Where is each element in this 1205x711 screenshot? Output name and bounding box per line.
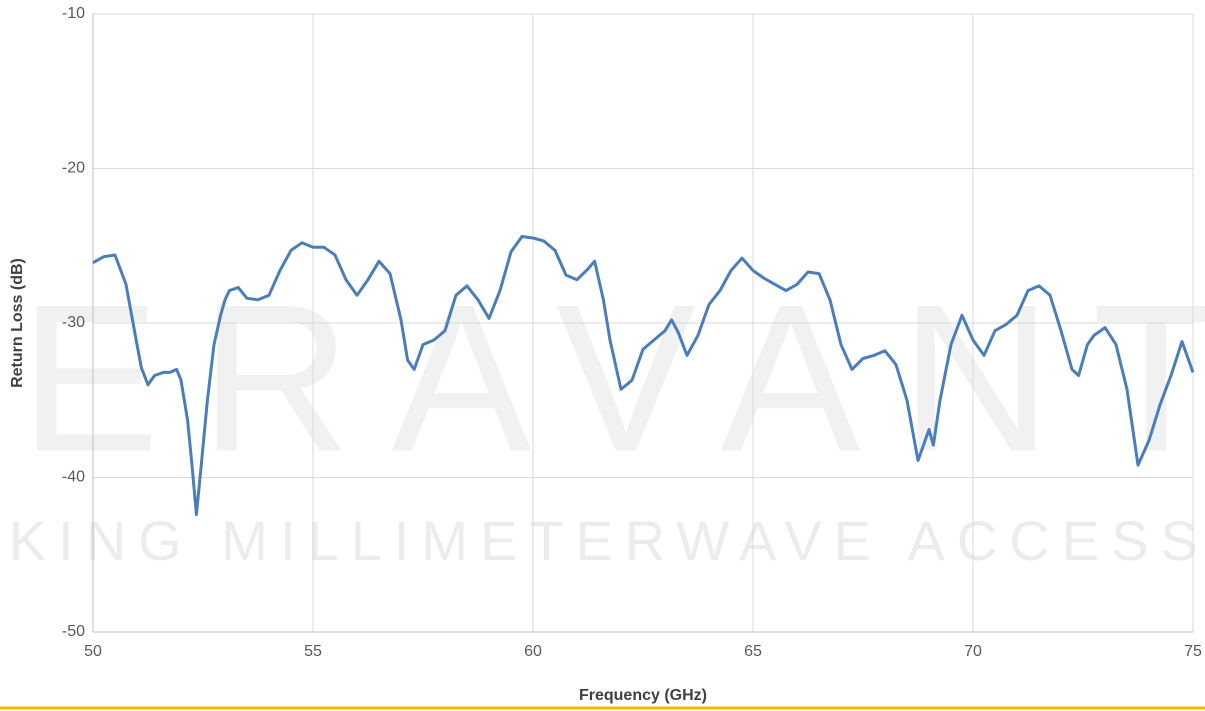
x-tick-label: 50: [84, 643, 102, 660]
y-tick-label: -20: [62, 160, 85, 177]
x-tick-label: 60: [524, 643, 542, 660]
x-tick-label: 75: [1184, 643, 1202, 660]
y-tick-label: -40: [62, 469, 85, 486]
y-tick-label: -50: [62, 623, 85, 640]
plot-area: -50 -40 -30 -20 -10 50 55 60 65 70 75: [62, 5, 1202, 660]
data-line: [92, 235, 1195, 517]
x-tick-label: 65: [744, 643, 762, 660]
y-axis-label: Return Loss (dB): [9, 258, 26, 388]
x-tick-label: 55: [304, 643, 322, 660]
watermark-tagline: MAKING MILLIMETERWAVE ACCESSIBLE: [0, 509, 1205, 572]
x-axis-label: Frequency (GHz): [579, 687, 707, 704]
x-tick-label: 70: [964, 643, 982, 660]
watermark: ERAVANT: [20, 260, 1205, 495]
y-tick-label: -30: [62, 314, 85, 331]
y-tick-label: -10: [62, 5, 85, 22]
